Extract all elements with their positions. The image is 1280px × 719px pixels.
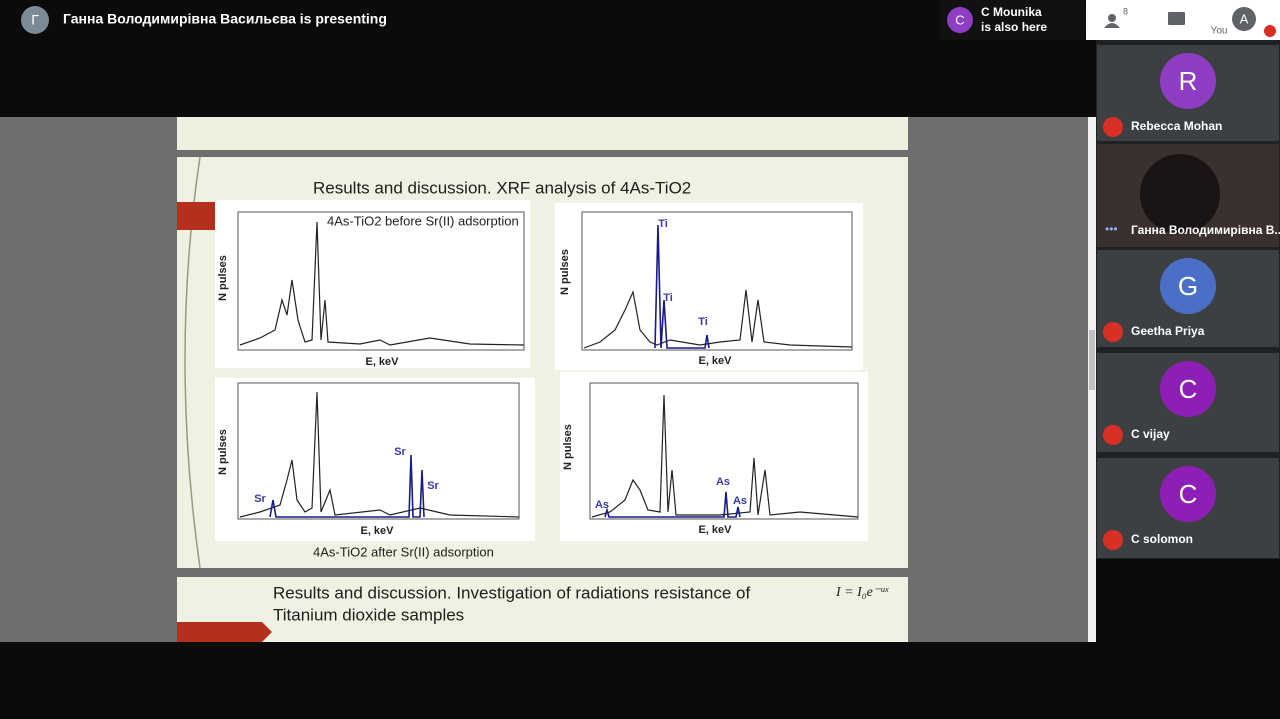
people-button[interactable]: 8 [1104,6,1128,28]
mic-off [1103,530,1123,550]
presenter-avatar [21,6,49,34]
plot-frame [237,382,520,520]
slide-prev [177,117,908,150]
speaking-indicator: ••• [1105,222,1118,236]
caption: 4As-TiO2 before Sr(II) adsorption [327,213,519,228]
y-axis-label: N pulses [217,429,229,475]
mic-off [1264,25,1276,37]
caption: 4As-TiO2 after Sr(II) adsorption [313,544,494,559]
mic-off [1103,322,1123,342]
peak-label: Ti [658,218,668,230]
y-axis-label: N pulses [562,424,574,470]
x-axis-label: E, keV [365,356,399,368]
x-axis-label: E, keV [360,525,394,537]
also-here-box [940,0,1086,40]
spectrum-panel [215,378,535,541]
peak-label: Ti [698,316,708,328]
participant-avatar [1160,258,1216,314]
formula: I = I₀e⁻ᵘˣ [835,585,889,600]
participant-avatar [1160,361,1216,417]
participant-name: C solomon [1131,532,1193,546]
scroll-thumb[interactable] [1089,330,1095,390]
participant-initial: R [1179,66,1198,96]
also-here-name: C Mounika [981,5,1042,19]
presenting-text: Ганна Володимирівна Васильєва is present… [63,11,387,27]
peak-label: Sr [427,480,439,492]
also-here-text: is also here [981,20,1047,34]
mic-off [1103,117,1123,137]
participant-initial: G [1178,271,1198,301]
peak-label: As [733,495,747,507]
y-axis-label: N pulses [217,255,229,301]
spectrum [239,391,520,518]
presenter-initial: Г [31,12,39,28]
participant-avatar [1160,466,1216,522]
also-here-avatar [947,7,973,33]
people-icon [1108,14,1116,22]
spectrum [583,289,853,349]
chat-button[interactable] [1168,12,1185,25]
participant-avatar [1160,53,1216,109]
peak-label: Sr [254,493,266,505]
spectrum-panel [215,200,530,368]
plot-frame [589,382,859,520]
peak-label: As [716,476,730,488]
also-here-initial: C [955,12,964,27]
spectrum-highlight [269,454,425,518]
slide-accent [177,202,215,230]
participant-name: Geetha Priya [1131,324,1205,338]
video-person [1140,154,1220,234]
y-axis-label: N pulses [559,249,571,295]
participant-name: C vijay [1131,427,1170,441]
spectrum-highlight [604,491,741,518]
peak-label: Ti [663,292,673,304]
spectrum [591,394,859,518]
mic-off [1103,425,1123,445]
slide-title: Titanium dioxide samples [273,605,464,624]
plot-frame [581,211,853,351]
slide-title: Results and discussion. XRF analysis of … [313,178,691,197]
you-label: You [1211,26,1228,37]
slide-title: Results and discussion. Investigation of… [273,583,750,602]
x-axis-label: E, keV [698,355,732,367]
x-axis-label: E, keV [698,524,732,536]
spectrum-panel [560,372,868,541]
people-icon [1104,23,1120,28]
spectrum-panel [555,203,863,370]
plot-frame [237,211,525,351]
you-avatar[interactable] [1232,7,1256,31]
spectrum-highlight [654,224,710,349]
peak-label: Sr [394,446,406,458]
participant-initial: C [1179,479,1198,509]
slide-next [177,577,908,642]
participant-initial: C [1179,374,1198,404]
participant-count: 8 [1123,6,1128,16]
spectrum [239,221,525,346]
you-initial: A [1240,11,1249,26]
participant-name: Ганна Володимирівна В... [1131,223,1280,237]
participant-name: Rebecca Mohan [1131,119,1222,133]
peak-label: As [595,499,609,511]
slide-accent [177,622,272,642]
